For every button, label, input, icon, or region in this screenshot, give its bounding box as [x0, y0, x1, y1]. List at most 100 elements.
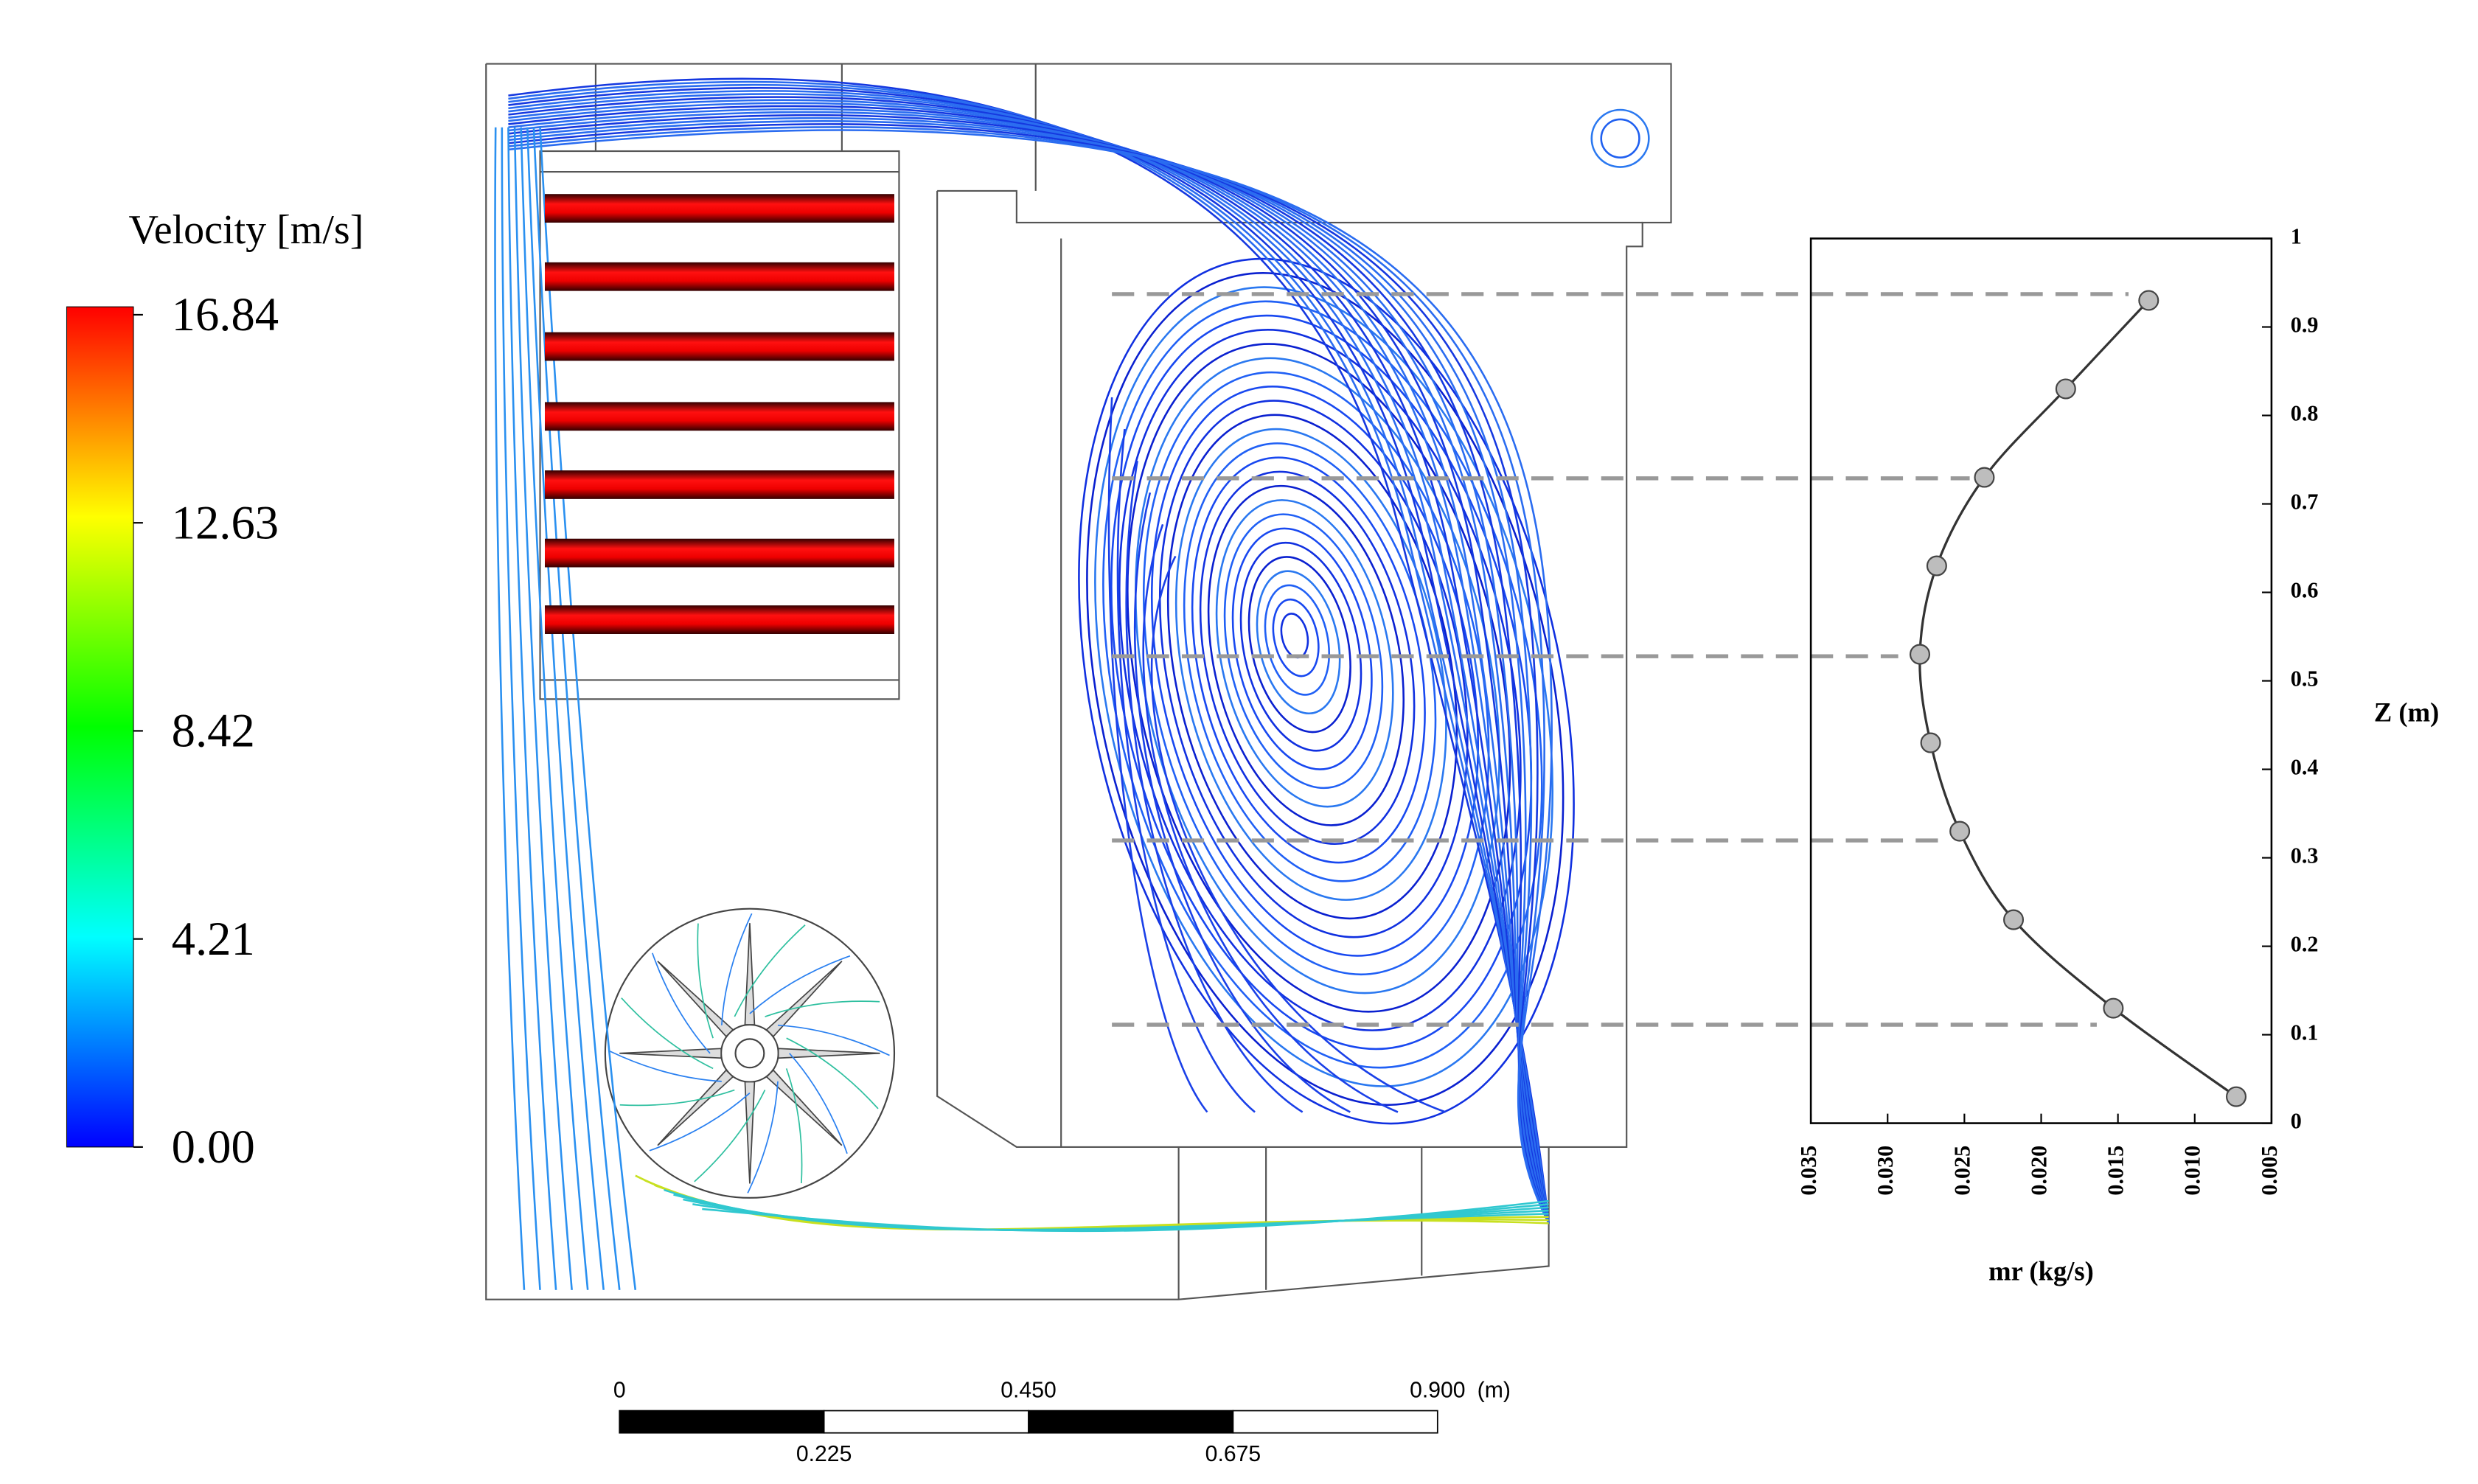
- streamline: [635, 1174, 1549, 1231]
- plot-frame: [1809, 237, 2273, 1124]
- fan-blade: [765, 961, 843, 1038]
- streamline: [1116, 428, 1256, 1113]
- fan-streamline: [734, 924, 806, 1017]
- streamline: [501, 127, 541, 1290]
- guide-lines: [1112, 292, 2129, 1027]
- colorbar-label: 16.84: [172, 288, 279, 341]
- scale-segment: [1232, 1410, 1438, 1434]
- y-tick-label: 0.7: [2291, 489, 2319, 514]
- data-point: [2226, 1086, 2247, 1107]
- colorbar-label: 0.00: [172, 1120, 255, 1173]
- y-tick-label: 0.1: [2291, 1020, 2319, 1045]
- fan-streamline: [785, 1068, 803, 1184]
- streamline: [1174, 428, 1447, 901]
- heater: [544, 605, 894, 634]
- scale-segment: [1028, 1410, 1234, 1434]
- data-point: [2138, 290, 2159, 311]
- streamline: [539, 127, 637, 1290]
- scale-unit: (m): [1478, 1379, 1511, 1403]
- fan-blade: [619, 1048, 722, 1059]
- data-point: [1949, 821, 1971, 842]
- fan-blade: [657, 961, 734, 1038]
- fan-streamline: [652, 952, 711, 1054]
- fan-streamline: [777, 1024, 890, 1056]
- fan-streamline: [609, 1051, 722, 1082]
- x-tick-label: 0.020: [2026, 1146, 2051, 1196]
- streamline: [1223, 513, 1384, 790]
- streamline: [1150, 555, 1447, 1113]
- fan-blade: [657, 1069, 734, 1146]
- scale-label: 0.450: [1000, 1379, 1056, 1403]
- fan-streamline: [697, 923, 714, 1039]
- colorbar: [66, 306, 134, 1148]
- streamline: [1166, 414, 1458, 920]
- y-tick-label: 0.5: [2291, 666, 2319, 691]
- streamline: [1199, 470, 1416, 846]
- y-tick-label: 0.4: [2291, 754, 2319, 779]
- fan-blade: [744, 923, 756, 1025]
- streamline: [1272, 598, 1320, 677]
- scale-segment: [619, 1410, 825, 1434]
- streamline: [1280, 613, 1309, 659]
- streamline: [1158, 400, 1469, 938]
- scale-label: 0.675: [1205, 1442, 1261, 1466]
- data-point: [2003, 909, 2025, 930]
- colorbar-label: 8.42: [172, 704, 255, 757]
- streamline: [508, 129, 1553, 1224]
- streamline: [664, 1188, 1549, 1231]
- scale-segment: [823, 1410, 1029, 1434]
- y-tick-label: 1: [2291, 223, 2302, 248]
- x-tick-label: 0.030: [1873, 1146, 1898, 1196]
- fan-streamline: [749, 955, 851, 1014]
- fan-streamline: [789, 1053, 848, 1154]
- fan-streamline: [765, 1000, 880, 1017]
- fan-streamline: [694, 1090, 766, 1182]
- streamline: [673, 1194, 1549, 1231]
- streamline: [1231, 527, 1373, 770]
- data-point: [1926, 555, 1947, 576]
- streamline: [526, 127, 605, 1290]
- scale-label: 0.900: [1410, 1379, 1465, 1403]
- streamline: [702, 1199, 1549, 1233]
- heater: [544, 470, 894, 499]
- data-point: [2055, 378, 2076, 400]
- fan-streamline: [621, 997, 714, 1070]
- y-tick-label: 0.3: [2291, 843, 2319, 868]
- x-axis-label: mr (kg/s): [1988, 1256, 2094, 1286]
- fan-streamline: [649, 1092, 751, 1152]
- y-axis-label: Z (m): [2374, 697, 2439, 727]
- streamline: [1102, 300, 1543, 1069]
- fan-blade: [777, 1048, 880, 1059]
- data-line: [1918, 299, 2237, 1098]
- streamline: [1207, 484, 1405, 826]
- streamline: [1590, 108, 1650, 168]
- fan-blade: [765, 1069, 843, 1146]
- x-tick-label: 0.035: [1796, 1146, 1821, 1196]
- data-point: [2103, 997, 2124, 1019]
- scale-label: 0: [613, 1379, 626, 1403]
- colorbar-label: 12.63: [172, 495, 279, 548]
- fan-blade: [744, 1081, 756, 1184]
- streamline: [644, 1179, 1549, 1231]
- x-tick-label: 0.015: [2103, 1146, 2129, 1196]
- heater: [544, 402, 894, 431]
- streamline: [1256, 570, 1341, 715]
- x-tick-label: 0.010: [2180, 1146, 2205, 1196]
- streamline: [1150, 386, 1480, 957]
- streamline: [1125, 460, 1304, 1113]
- x-tick-label: 0.025: [1949, 1146, 1974, 1196]
- data-point: [1920, 732, 1941, 753]
- streamline: [1107, 397, 1208, 1113]
- scale-label: 0.225: [796, 1442, 852, 1466]
- data-point: [1909, 644, 1930, 665]
- fan: [609, 913, 890, 1194]
- x-tick-label: 0.005: [2257, 1146, 2282, 1196]
- streamline: [520, 127, 589, 1290]
- fan-streamline: [720, 913, 753, 1025]
- streamline: [1086, 272, 1565, 1107]
- fan-streamline: [747, 1081, 779, 1194]
- colorbar-label: 4.21: [172, 912, 255, 965]
- streamline: [1142, 523, 1399, 1113]
